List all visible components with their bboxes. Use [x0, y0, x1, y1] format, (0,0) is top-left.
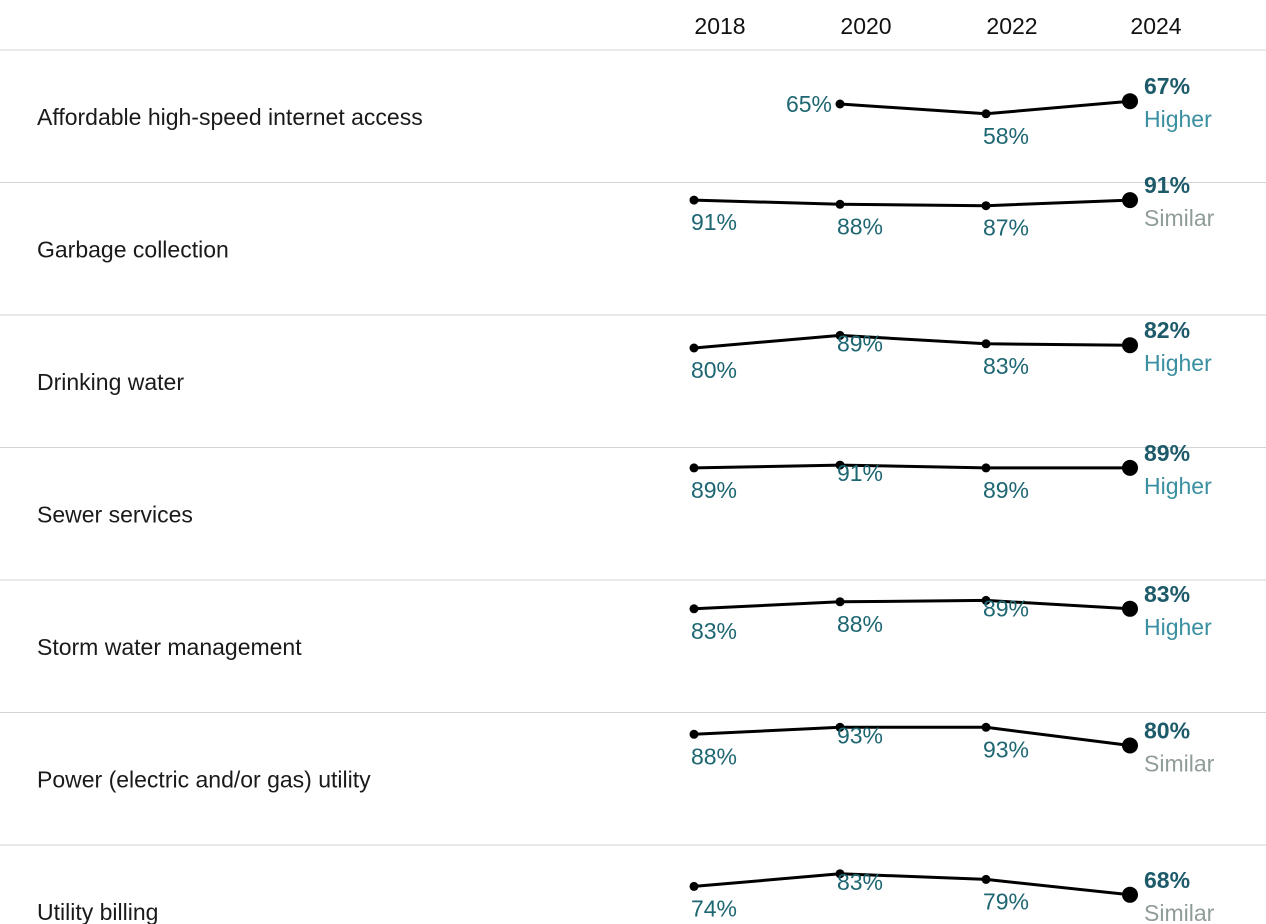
row-6: Utility billing 74% 83% 79% 68% Similar [0, 844, 1266, 924]
comparison-label: Higher [1144, 106, 1212, 132]
final-value-label: 91% [1144, 172, 1190, 198]
value-label-2018: 80% [691, 357, 737, 383]
row-0: Affordable high-speed internet access 65%… [0, 49, 1266, 149]
value-label-2022: 79% [983, 888, 1029, 914]
final-value-label: 80% [1144, 718, 1190, 744]
data-point-2024 [1122, 737, 1138, 754]
year-label-2020: 2020 [840, 13, 891, 39]
value-label-2020: 65% [786, 91, 832, 117]
value-label-2020: 88% [837, 213, 883, 239]
value-label-2022: 89% [983, 595, 1029, 621]
row-label: Sewer services [37, 502, 193, 528]
value-label-2022: 89% [983, 477, 1029, 503]
final-value-label: 83% [1144, 581, 1190, 607]
comparison-label: Higher [1144, 614, 1212, 640]
data-point-2022 [981, 339, 991, 349]
data-point-2020 [835, 722, 845, 732]
final-value-label: 89% [1144, 440, 1190, 466]
series-line [693, 725, 1131, 747]
value-label-2018: 89% [691, 477, 737, 503]
comparison-label: Similar [1144, 751, 1215, 777]
data-point-2024 [1122, 886, 1138, 903]
data-point-2020 [835, 330, 845, 340]
final-value-label: 68% [1144, 867, 1190, 893]
value-label-2022: 93% [983, 736, 1029, 762]
value-label-2022: 83% [983, 353, 1029, 379]
value-label-2020: 93% [837, 722, 883, 748]
chart-rows: Affordable high-speed internet access 65%… [0, 49, 1266, 924]
row-label: Power (electric and/or gas) utility [37, 767, 371, 793]
data-point-2024 [1122, 192, 1138, 209]
value-label-2018: 74% [691, 895, 737, 921]
value-label-2020: 83% [837, 869, 883, 895]
data-point-2018 [689, 463, 699, 473]
data-point-2020 [835, 199, 845, 209]
row-label: Storm water management [37, 634, 302, 660]
data-point-2020 [835, 597, 845, 607]
row-label: Utility billing [37, 899, 158, 924]
value-label-2018: 91% [691, 209, 737, 235]
comparison-label: Similar [1144, 900, 1215, 924]
series-line [693, 198, 1131, 208]
value-label-2022: 87% [983, 215, 1029, 241]
value-label-2022: 58% [983, 123, 1029, 149]
year-label-2022: 2022 [986, 13, 1037, 39]
row-label: Affordable high-speed internet access [37, 104, 423, 130]
data-point-2020 [835, 869, 845, 879]
data-point-2024 [1122, 600, 1138, 617]
series-line [693, 872, 1131, 897]
row-1: Garbage collection 91% 88% 87% 91% Similar [0, 172, 1266, 263]
data-point-2024 [1122, 93, 1138, 110]
year-axis: 2018 2020 2022 2024 [694, 13, 1181, 39]
data-point-2018 [689, 343, 699, 353]
row-3: Sewer services 89% 91% 89% 89% Higher [0, 440, 1266, 528]
row-label: Drinking water [37, 369, 184, 395]
value-label-2020: 89% [837, 330, 883, 356]
year-label-2018: 2018 [694, 13, 745, 39]
comparison-label: Similar [1144, 205, 1215, 231]
data-point-2022 [981, 463, 991, 473]
series-line [693, 333, 1131, 350]
data-point-2018 [689, 729, 699, 739]
data-point-2018 [689, 195, 699, 205]
series-line [693, 598, 1131, 611]
comparison-label: Higher [1144, 473, 1212, 499]
data-point-2024 [1122, 459, 1138, 476]
final-value-label: 67% [1144, 73, 1190, 99]
row-2: Drinking water 80% 89% 83% 82% Higher [0, 314, 1266, 395]
row-4: Storm water management 83% 88% 89% 83% Higher [0, 579, 1266, 660]
data-point-2018 [689, 881, 699, 891]
final-value-label: 82% [1144, 317, 1190, 343]
data-point-2018 [689, 604, 699, 614]
data-point-2022 [981, 595, 991, 605]
data-point-2020 [835, 99, 845, 109]
value-label-2020: 91% [837, 460, 883, 486]
data-point-2022 [981, 722, 991, 732]
data-point-2020 [835, 460, 845, 470]
data-point-2024 [1122, 337, 1138, 354]
value-label-2018: 83% [691, 618, 737, 644]
year-label-2024: 2024 [1130, 13, 1181, 39]
series-line [693, 463, 1130, 470]
data-point-2022 [981, 874, 991, 884]
comparison-label: Higher [1144, 350, 1212, 376]
row-5: Power (electric and/or gas) utility 88% 93… [0, 712, 1266, 793]
value-label-2018: 88% [691, 743, 737, 769]
value-label-2020: 88% [837, 611, 883, 637]
row-label: Garbage collection [37, 237, 229, 263]
data-point-2022 [981, 201, 991, 211]
data-point-2022 [981, 109, 991, 119]
